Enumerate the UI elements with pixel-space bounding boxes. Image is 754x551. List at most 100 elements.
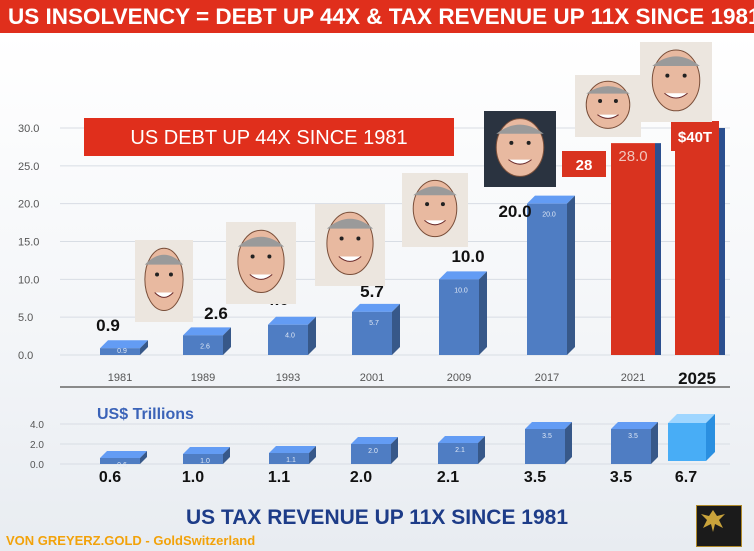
debt-total-label-box — [671, 121, 719, 151]
eagle-logo-icon — [696, 505, 742, 547]
debt-bar — [611, 143, 655, 355]
debt-bar-top — [268, 316, 316, 325]
debt-bar-top — [100, 340, 148, 349]
debt-x-tick-label: 2001 — [360, 372, 384, 384]
debt-x-tick-label: 1989 — [191, 372, 215, 384]
debt-bar-side — [655, 143, 661, 355]
tax-bar-value: 2.1 — [455, 447, 465, 454]
portrait-2025 — [640, 42, 712, 122]
tax-bar-top — [438, 436, 485, 443]
portrait-1989 — [226, 222, 296, 304]
tax-bar-top — [668, 414, 715, 423]
debt-bar — [100, 348, 140, 355]
tax-bar-value: 1.0 — [200, 458, 210, 465]
debt-x-tick-label: 2017 — [535, 372, 559, 384]
tax-bar — [100, 458, 140, 464]
debt-big-label: 5.7 — [360, 282, 384, 301]
tax-bar — [183, 454, 223, 464]
tax-bar-side — [391, 437, 398, 464]
tax-bar — [438, 443, 478, 464]
debt-bar-value: 5.7 — [369, 320, 379, 327]
tax-bar — [525, 429, 565, 464]
tax-big-label: 2.1 — [437, 469, 459, 486]
debt-bar-side — [719, 128, 725, 355]
tax-bar-top — [525, 422, 572, 429]
tax-bar-top — [183, 447, 230, 454]
debt-bar-value: 28.0 — [618, 148, 647, 165]
tax-big-label: 3.5 — [610, 469, 632, 486]
debt-bar — [352, 311, 392, 355]
portrait-2009 — [484, 111, 556, 187]
tax-bar-value: 1.1 — [286, 457, 296, 464]
debt-bar-top — [183, 327, 231, 336]
tax-big-label: 1.0 — [182, 469, 204, 486]
debt-bar-side — [223, 327, 231, 355]
debt-2021-label-box — [562, 151, 606, 177]
tax-bar-side — [565, 422, 572, 464]
debt-y-tick-label: 25.0 — [18, 161, 39, 173]
debt-bar-side — [479, 271, 487, 355]
debt-bar-top — [439, 271, 487, 280]
tax-units-annotation: US$ Trillions — [97, 406, 194, 423]
debt-bar-value: 20.0 — [542, 212, 556, 219]
debt-big-label: 2.6 — [204, 304, 228, 323]
debt-y-tick-label: 30.0 — [18, 123, 39, 135]
tax-bar-side — [309, 446, 316, 464]
tax-bar-side — [223, 447, 230, 464]
debt-x-tick-label: 2021 — [621, 372, 645, 384]
debt-chart-title: US DEBT UP 44X SINCE 1981 — [130, 127, 407, 149]
debt-x-tick-label: 2025 — [678, 369, 716, 388]
headline-banner: US INSOLVENCY = DEBT UP 44X & TAX REVENU… — [0, 0, 754, 33]
tax-bar-top — [269, 446, 316, 453]
debt-bar — [183, 335, 223, 355]
portrait-2021 — [575, 75, 641, 137]
tax-y-tick-label: 0.0 — [30, 460, 44, 471]
debt-bar-value: $40T — [678, 129, 712, 146]
tax-bar-top — [351, 437, 398, 444]
debt-big-label: 28 — [576, 157, 593, 174]
portrait-1981 — [135, 240, 193, 322]
debt-bar — [439, 279, 479, 355]
debt-big-label: 20.0 — [498, 202, 531, 221]
tax-bar-top — [100, 451, 147, 458]
tax-bar — [351, 444, 391, 464]
debt-bar-value: 10.0 — [454, 287, 468, 294]
tax-bar-top — [611, 422, 658, 429]
tax-big-label: 2.0 — [350, 469, 372, 486]
debt-bar-side — [392, 303, 400, 355]
debt-bar — [675, 128, 719, 355]
debt-y-tick-label: 20.0 — [18, 199, 39, 211]
debt-y-tick-label: 15.0 — [18, 237, 39, 249]
debt-x-tick-label: 1981 — [108, 372, 132, 384]
debt-bar — [268, 324, 308, 355]
debt-title-box — [84, 118, 454, 156]
debt-y-tick-label: 5.0 — [18, 312, 33, 324]
tax-big-label: 0.6 — [99, 469, 121, 486]
debt-big-label: 0.9 — [96, 316, 120, 335]
tax-bar-value: 3.5 — [542, 433, 552, 440]
tax-y-tick-label: 4.0 — [30, 420, 44, 431]
tax-bar — [668, 423, 706, 461]
tax-y-tick-label: 2.0 — [30, 440, 44, 451]
debt-bar-value: 0.9 — [117, 348, 127, 355]
portrait-1993 — [315, 204, 385, 286]
debt-bar-side — [567, 195, 575, 355]
tax-bar-side — [651, 422, 658, 464]
debt-bar-top — [352, 303, 400, 312]
debt-y-tick-label: 0.0 — [18, 350, 33, 362]
debt-bar-value: 4.0 — [285, 333, 295, 340]
tax-bar-value: 2.0 — [368, 448, 378, 455]
debt-x-tick-label: 1993 — [276, 372, 300, 384]
portrait-2001 — [402, 173, 468, 247]
debt-bar-side — [308, 316, 316, 355]
tax-revenue-title: US TAX REVENUE UP 11X SINCE 1981 — [185, 506, 569, 529]
debt-bar-top — [527, 195, 575, 204]
debt-bar — [527, 203, 567, 355]
tax-bar-side — [478, 436, 485, 464]
tax-bar-side — [706, 414, 715, 461]
tax-bar — [269, 453, 309, 464]
source-credit: VON GREYERZ.GOLD - GoldSwitzerland — [6, 533, 256, 548]
tax-bar — [611, 429, 651, 464]
tax-bar-value: 3.5 — [628, 433, 638, 440]
